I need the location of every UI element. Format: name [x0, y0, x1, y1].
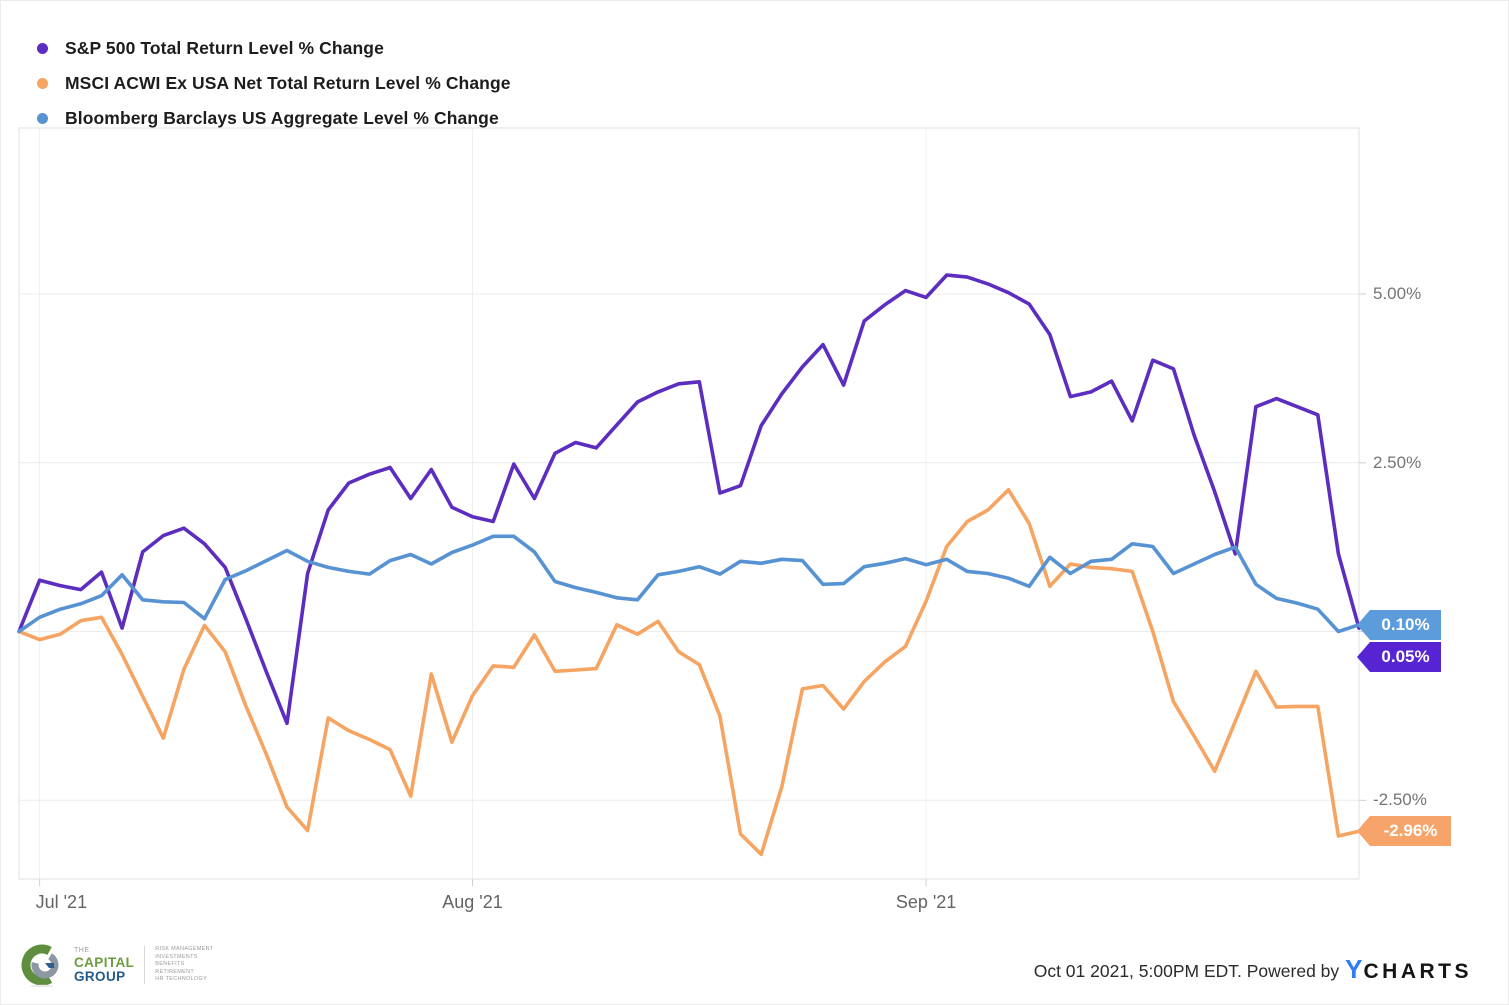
end-value-tag-msci-acwi-ex-usa: -2.96%: [1357, 816, 1451, 846]
legend: S&P 500 Total Return Level % Change MSCI…: [37, 31, 511, 136]
y-axis-label: 2.50%: [1373, 452, 1422, 472]
chart-footer: Oct 01 2021, 5:00PM EDT. Powered by Y CH…: [1033, 954, 1472, 984]
ycharts-logo-text: CHARTS: [1363, 960, 1472, 983]
logo-services: RISK MANAGEMENT INVESTMENTS BENEFITS RET…: [155, 946, 213, 984]
y-axis-label: -2.50%: [1373, 790, 1427, 810]
logo-service-line: RETIREMENT: [155, 968, 195, 975]
legend-item-msci-acwi-ex-usa: MSCI ACWI Ex USA Net Total Return Level …: [37, 66, 511, 101]
logo-service-line: HR TECHNOLOGY: [155, 976, 208, 983]
ycharts-logo: Y CHARTS: [1345, 954, 1472, 984]
line-msci-acwi-ex-usa: [17, 487, 1361, 857]
x-axis-label: Jul '21: [35, 892, 88, 912]
logo-divider: [144, 946, 146, 984]
legend-bullet-sp500: [37, 43, 48, 54]
x-axis-label: Sep '21: [895, 892, 957, 912]
capital-group-monogram-icon: [21, 944, 63, 988]
logo-the: THE: [74, 947, 90, 954]
x-axis-label: Aug '21: [442, 892, 503, 912]
line-bloomberg-us-agg: [17, 534, 1361, 634]
legend-item-bloomberg-us-agg: Bloomberg Barclays US Aggregate Level % …: [37, 101, 511, 136]
legend-label: MSCI ACWI Ex USA Net Total Return Level …: [65, 73, 511, 93]
logo-service-line: INVESTMENTS: [155, 953, 198, 960]
ycharts-logo-y: Y: [1345, 954, 1363, 984]
end-value-tag-sp500: 0.05%: [1357, 642, 1441, 672]
legend-label: S&P 500 Total Return Level % Change: [65, 38, 384, 58]
line-sp500: [17, 273, 1361, 726]
legend-label: Bloomberg Barclays US Aggregate Level % …: [65, 108, 499, 128]
logo-service-line: RISK MANAGEMENT: [155, 946, 214, 953]
legend-bullet-bloomberg: [37, 113, 48, 124]
capital-group-logo: THE CAPITAL GROUP RISK MANAGEMENT INVEST…: [19, 942, 214, 988]
logo-service-line: BENEFITS: [155, 961, 185, 968]
logo-capital: CAPITAL: [74, 955, 135, 970]
end-value-tag-bloomberg-us-agg: 0.10%: [1357, 610, 1441, 640]
legend-item-sp500: S&P 500 Total Return Level % Change: [37, 31, 511, 66]
legend-bullet-msci: [37, 78, 48, 89]
timestamp: Oct 01 2021, 5:00PM EDT. Powered by: [1033, 960, 1340, 981]
y-axis-label: 5.00%: [1373, 284, 1422, 303]
logo-group: GROUP: [74, 968, 126, 984]
